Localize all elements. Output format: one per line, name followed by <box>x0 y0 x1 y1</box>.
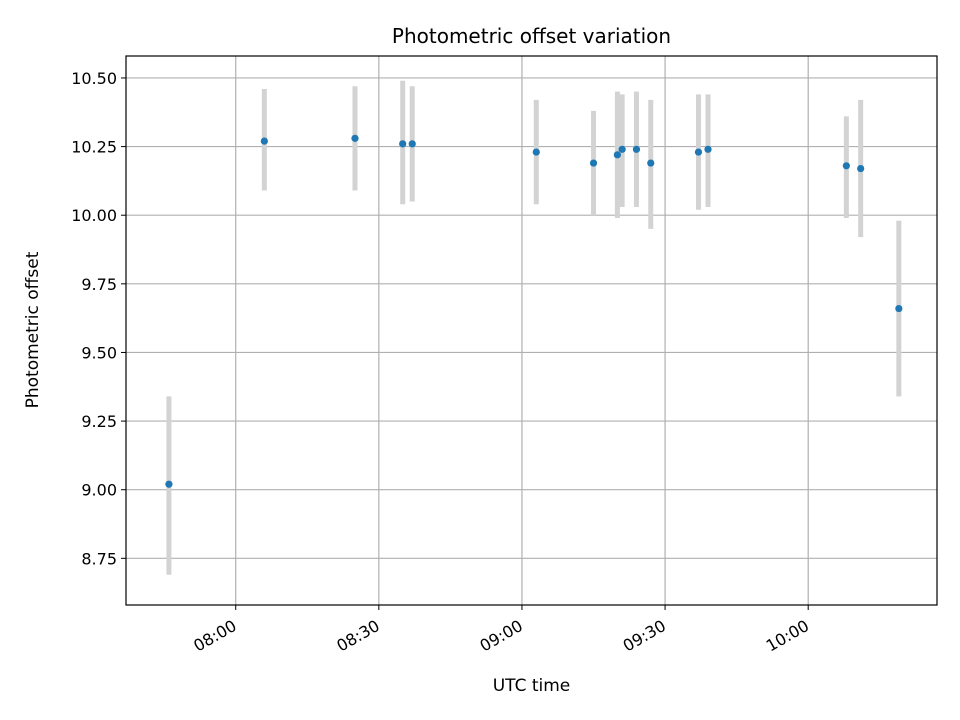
data-point <box>399 140 407 148</box>
data-point <box>589 159 598 167</box>
y-tick-label: 9.75 <box>81 275 117 294</box>
data-point <box>694 148 703 156</box>
data-point <box>260 137 268 145</box>
data-point <box>165 480 173 488</box>
data-points <box>165 134 903 488</box>
data-point <box>647 159 655 167</box>
x-tick-label: 08:00 <box>190 616 239 656</box>
data-point <box>704 145 712 153</box>
y-tick-label: 10.50 <box>71 69 117 88</box>
y-tick-label: 9.00 <box>81 481 117 500</box>
data-point <box>842 162 850 170</box>
x-axis-label: UTC time <box>493 676 571 696</box>
grid <box>126 56 937 605</box>
data-point <box>613 151 621 159</box>
data-point <box>895 304 903 313</box>
data-point <box>857 164 865 173</box>
data-point <box>408 140 416 148</box>
plot-frame <box>125 55 938 606</box>
y-tick-label: 10.25 <box>71 138 117 157</box>
data-point <box>618 145 626 153</box>
data-point <box>632 145 641 153</box>
y-tick-label: 8.75 <box>81 549 117 568</box>
chart-title: Photometric offset variation <box>392 24 671 48</box>
x-tick-label: 08:30 <box>333 616 382 656</box>
data-point <box>532 148 540 156</box>
x-tick-label: 09:00 <box>477 616 526 656</box>
y-tick-label: 10.00 <box>71 206 117 225</box>
y-axis-label: Photometric offset <box>23 251 43 408</box>
errorbars <box>166 80 902 575</box>
y-tick-label: 9.25 <box>81 412 117 431</box>
y-tick-label: 9.50 <box>81 343 117 362</box>
x-tick-label: 09:30 <box>620 616 669 656</box>
y-axis-ticks: 8.75 9.00 9.25 9.50 9.75 10.00 10.25 10.50 <box>71 69 126 568</box>
x-axis-ticks: 08:00 08:30 09:00 09:30 10:00 <box>190 605 812 656</box>
data-point <box>351 134 359 142</box>
x-tick-label: 10:00 <box>763 616 812 656</box>
